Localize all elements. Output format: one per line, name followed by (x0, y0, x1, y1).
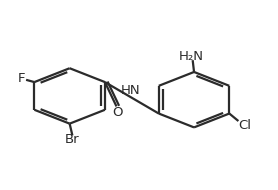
Text: H₂N: H₂N (179, 50, 204, 63)
Text: Br: Br (65, 133, 80, 146)
Text: Cl: Cl (238, 119, 251, 132)
Text: F: F (18, 72, 25, 85)
Text: O: O (113, 106, 123, 119)
Text: HN: HN (121, 84, 140, 97)
